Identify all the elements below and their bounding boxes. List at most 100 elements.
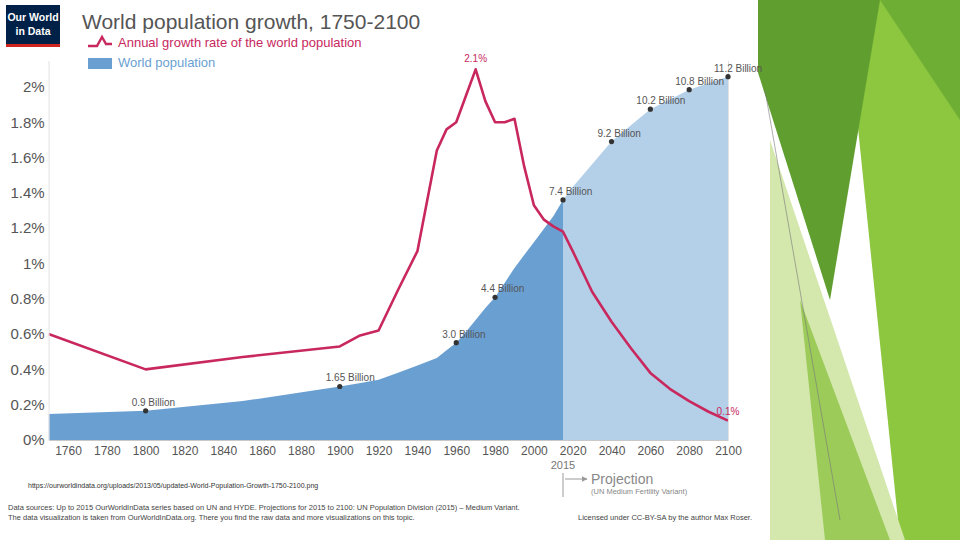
legend-swatch: [88, 58, 112, 69]
x-tick-label: 2080: [676, 444, 703, 458]
legend: Annual growth rate of the world populati…: [88, 35, 362, 70]
x-tick: 1840: [210, 440, 237, 458]
y-tick: 1.6%: [10, 149, 48, 166]
y-tick-label: 0%: [23, 431, 45, 448]
area: [49, 200, 563, 440]
y-tick-label: 0.4%: [10, 361, 44, 378]
x-tick-label: 1760: [55, 444, 82, 458]
x-tick: 1980: [482, 440, 509, 458]
y-tick-label: 0.8%: [10, 290, 44, 307]
x-tick: 1900: [327, 440, 354, 458]
annotation-label: 11.2 Billion: [714, 63, 762, 74]
x-tick-label: 2100: [715, 444, 742, 458]
logo-box: [6, 5, 60, 47]
y-tick: 0.6%: [10, 325, 48, 342]
y2-axis: [728, 61, 729, 441]
annotation-dot: [725, 74, 730, 79]
decoration-shape: [880, 0, 960, 120]
annotation-dot: [648, 107, 653, 112]
annotation-label: 7.4 Billion: [549, 186, 592, 197]
annotation-dot: [337, 384, 342, 389]
y-axis: 0% 0.2% 0.4% 0.6% 0.8% 1% 1.2% 1.4% 1.6% 1.8% 2%: [10, 61, 49, 448]
legend-label: Annual growth rate of the world populati…: [118, 35, 362, 50]
logo-text: in Data: [15, 25, 50, 37]
y-tick-label: 2%: [23, 78, 45, 95]
x-axis: 1760 1780 1800 1820 1840 1860 1880 1900 1920 1940…: [49, 440, 742, 458]
y-tick: 1.2%: [10, 219, 48, 236]
x-tick-label: 1920: [366, 444, 393, 458]
y-tick-label: 1.2%: [10, 219, 44, 236]
decoration: [735, 0, 960, 540]
annotation-label: 3.0 Billion: [442, 329, 485, 340]
annotation-dot: [609, 139, 614, 144]
x-tick: 2040: [599, 440, 626, 458]
license: Licensed under CC-BY-SA by the author Ma…: [578, 513, 752, 522]
x-tick: 2100: [715, 440, 742, 458]
source-url: https://ourworldindata.org/uploads/2013/…: [28, 482, 318, 490]
x-tick: 1800: [133, 440, 160, 458]
annotation-label: 0.9 Billion: [132, 397, 175, 408]
y-tick: 1%: [23, 255, 49, 272]
projection-arrow: [565, 479, 587, 480]
x-tick-label: 2040: [599, 444, 626, 458]
footer-text: Data sources: Up to 2015 OurWorldInData …: [8, 503, 520, 512]
annotation-label: 9.2 Billion: [598, 128, 641, 139]
projection-start-label: 2015: [551, 459, 575, 471]
x-tick-label: 1960: [443, 444, 470, 458]
annotations: 2.1% 0.1% 0.9 Billion 1.65 Billion 3.0 Billi…: [132, 53, 763, 417]
annotation-label: 4.4 Billion: [481, 283, 524, 294]
x-tick: 1760: [55, 440, 82, 458]
x-tick: 1880: [288, 440, 315, 458]
annotation-label: 2.1%: [464, 53, 487, 64]
y-tick-label: 1.8%: [10, 114, 44, 131]
x-tick-label: 1980: [482, 444, 509, 458]
logo: Our World in Data: [6, 5, 60, 47]
x-tick: 2020: [560, 440, 587, 458]
x-tick-label: 2000: [521, 444, 548, 458]
legend-swatch: [88, 37, 112, 46]
annotation-label: 10.2 Billion: [636, 95, 685, 106]
x-tick: 1940: [405, 440, 432, 458]
annotation-label: 0.1%: [717, 406, 740, 417]
y-tick: 0%: [23, 431, 49, 448]
x-tick: 1780: [94, 440, 121, 458]
x-tick-label: 1940: [405, 444, 432, 458]
annotation-dot: [687, 87, 692, 92]
x-tick-label: 2020: [560, 444, 587, 458]
title: World population growth, 1750-2100: [82, 10, 420, 33]
legend-label: World population: [118, 55, 215, 70]
y-tick-label: 1.4%: [10, 184, 44, 201]
x-tick-label: 1820: [172, 444, 199, 458]
projection-note: (UN Medium Fertility Variant): [591, 487, 688, 496]
y-tick: 0.4%: [10, 361, 48, 378]
decoration-shape: [770, 140, 905, 540]
line: [49, 69, 728, 420]
x-tick-label: 2060: [638, 444, 665, 458]
y-tick: 1.4%: [10, 184, 48, 201]
y-tick-label: 0.2%: [10, 396, 44, 413]
annotation-dot: [560, 197, 565, 202]
x-tick: 2060: [638, 440, 665, 458]
y-tick-label: 1.6%: [10, 149, 44, 166]
chart-panel: [0, 0, 758, 525]
projection-label: Projection: [591, 471, 653, 487]
annotation-label: 1.65 Billion: [326, 372, 375, 383]
annotation-label: 10.8 Billion: [675, 76, 724, 87]
logo-bar: [6, 44, 60, 47]
x-tick-label: 1780: [94, 444, 121, 458]
legend-item: World population: [88, 55, 215, 70]
projection: 2015 Projection(UN Medium Fertility Varia…: [551, 459, 688, 497]
annotation-dot: [454, 340, 459, 345]
legend-item: Annual growth rate of the world populati…: [88, 35, 362, 50]
projection-divider: [563, 473, 564, 497]
y-tick: 1.8%: [10, 114, 48, 131]
annotation-dot: [492, 295, 497, 300]
area-projection: [563, 77, 728, 440]
y-tick: 0.2%: [10, 396, 48, 413]
logo-text: Our World: [7, 11, 58, 23]
y-tick: 0.8%: [10, 290, 48, 307]
x-axis-line: [49, 440, 728, 441]
x-tick-label: 1860: [249, 444, 276, 458]
annotation-dot: [143, 408, 148, 413]
x-tick-label: 1800: [133, 444, 160, 458]
